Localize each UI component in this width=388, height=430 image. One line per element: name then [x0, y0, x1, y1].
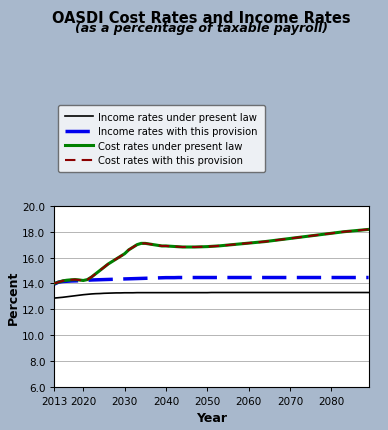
Legend: Income rates under present law, Income rates with this provision, Cost rates und: Income rates under present law, Income r…	[58, 105, 265, 173]
Text: (as a percentage of taxable payroll): (as a percentage of taxable payroll)	[75, 22, 328, 34]
Y-axis label: Percent: Percent	[6, 270, 19, 324]
X-axis label: Year: Year	[196, 412, 227, 424]
Text: OASDI Cost Rates and Income Rates: OASDI Cost Rates and Income Rates	[52, 11, 351, 26]
